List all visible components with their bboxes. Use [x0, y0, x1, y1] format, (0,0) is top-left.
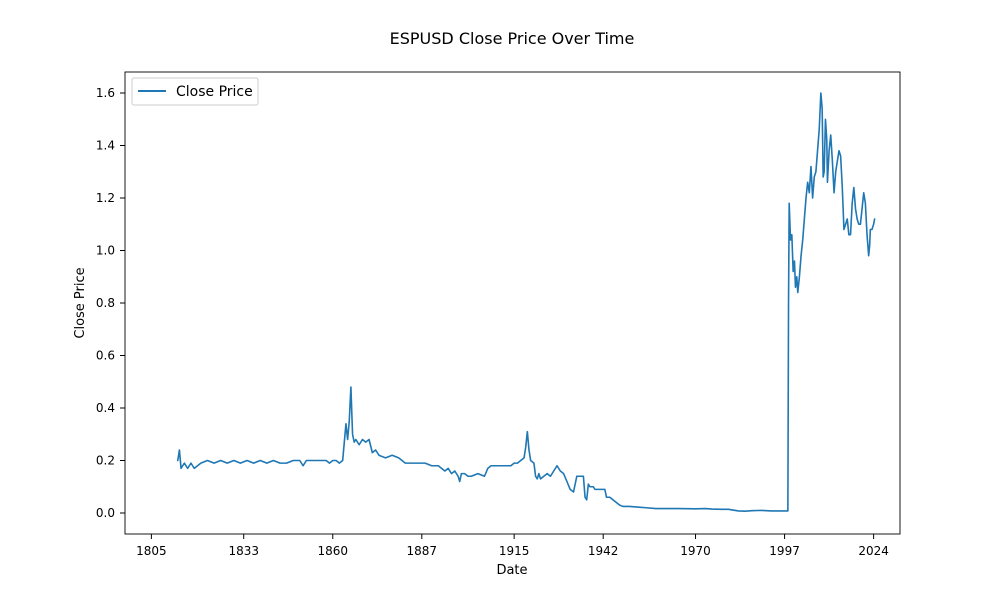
x-tick-label: 1833	[228, 544, 259, 558]
y-tick-label: 0.0	[96, 506, 115, 520]
x-tick-label: 1942	[588, 544, 619, 558]
plot-area	[176, 92, 876, 512]
x-tick-label: 1970	[680, 544, 711, 558]
y-tick-label: 0.8	[96, 296, 115, 310]
y-tick-label: 1.2	[96, 191, 115, 205]
x-tick-label: 1887	[407, 544, 438, 558]
x-axis: 1805 1833 1860 1887 1915 1942 1970 1997 2024	[136, 534, 889, 558]
legend-label: Close Price	[176, 84, 253, 100]
y-tick-label: 1.6	[96, 86, 115, 100]
y-axis-label: Close Price	[73, 267, 88, 338]
y-tick-label: 0.2	[96, 454, 115, 468]
x-tick-label: 1805	[136, 544, 167, 558]
x-tick-label: 1997	[769, 544, 800, 558]
series-line-0	[176, 92, 876, 512]
legend: Close Price	[131, 77, 259, 106]
chart-title: ESPUSD Close Price Over Time	[390, 29, 635, 48]
x-tick-label: 1860	[317, 544, 348, 558]
y-tick-label: 1.0	[96, 244, 115, 258]
legend-box	[131, 77, 259, 106]
y-tick-label: 1.4	[96, 139, 115, 153]
x-tick-label: 2024	[858, 544, 889, 558]
y-tick-label: 0.6	[96, 349, 115, 363]
x-axis-label: Date	[496, 563, 527, 578]
y-tick-label: 0.4	[96, 401, 115, 415]
x-tick-label: 1915	[499, 544, 530, 558]
y-axis: 0.0 0.2 0.4 0.6 0.8 1.0 1.2 1.4 1.6	[96, 86, 125, 520]
